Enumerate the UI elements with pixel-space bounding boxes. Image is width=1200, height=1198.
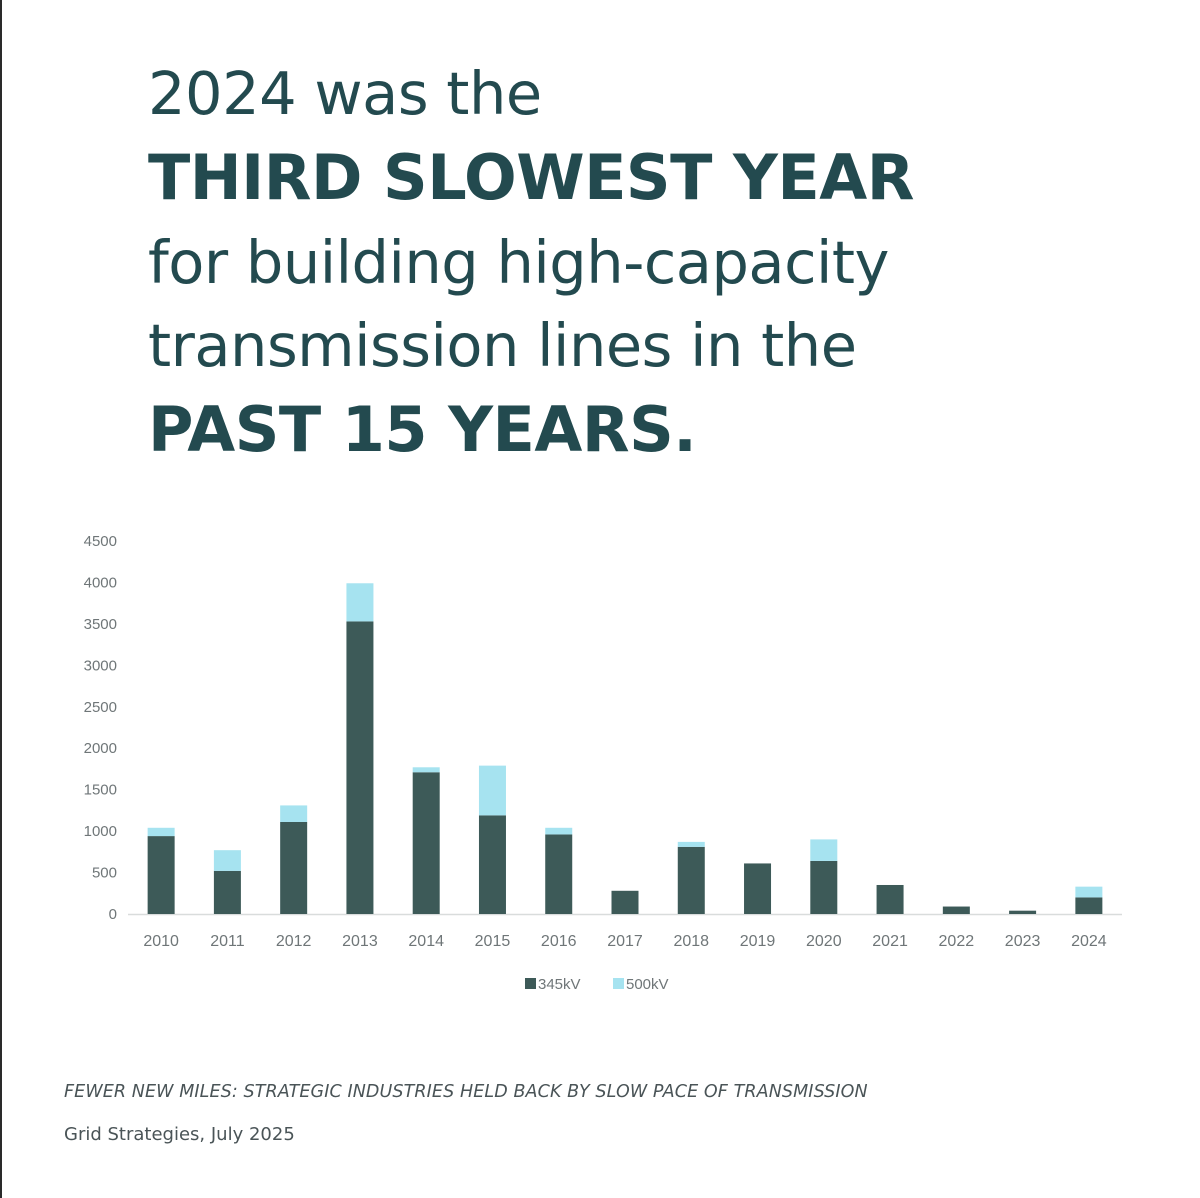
y-tick-label: 2000 bbox=[84, 740, 117, 757]
headline-line-5: PAST 15 YEARS. bbox=[148, 393, 697, 466]
bar-345kV-2019 bbox=[744, 863, 772, 914]
x-tick-label: 2013 bbox=[342, 933, 378, 950]
bar-500kV-2024 bbox=[1075, 886, 1103, 898]
headline-line-2: THIRD SLOWEST YEAR bbox=[148, 141, 914, 214]
x-tick-label: 2018 bbox=[673, 933, 709, 950]
bar-500kV-2012 bbox=[280, 805, 308, 822]
y-tick-label: 4500 bbox=[84, 533, 117, 550]
y-tick-label: 3500 bbox=[84, 616, 117, 633]
report-title: FEWER NEW MILES: STRATEGIC INDUSTRIES HE… bbox=[64, 1082, 868, 1102]
left-border-line bbox=[0, 0, 2, 1198]
bar-500kV-2020 bbox=[810, 839, 838, 861]
legend-swatch-500kV bbox=[613, 978, 624, 989]
y-tick-label: 3000 bbox=[84, 657, 117, 674]
footnote: FEWER NEW MILES: STRATEGIC INDUSTRIES HE… bbox=[64, 1082, 868, 1145]
bar-345kV-2024 bbox=[1075, 897, 1103, 914]
bar-345kV-2018 bbox=[677, 846, 705, 914]
chart-svg: 0 500 1000 1500 2000 2500 3000 3500 4000 4500 2010… bbox=[84, 533, 1122, 993]
headline-line-4: transmission lines in the bbox=[148, 311, 857, 380]
bar-345kV-2010 bbox=[147, 836, 175, 914]
x-tick-label: 2016 bbox=[541, 933, 577, 950]
legend-swatch-345kV bbox=[525, 978, 536, 989]
bar-500kV-2011 bbox=[213, 850, 241, 871]
headline-line-3: for building high-capacity bbox=[148, 228, 889, 297]
x-tick-label: 2017 bbox=[607, 933, 643, 950]
bar-345kV-2012 bbox=[280, 821, 308, 914]
y-tick-label: 500 bbox=[92, 865, 117, 882]
bar-345kV-2021 bbox=[876, 884, 904, 914]
x-tick-label: 2020 bbox=[806, 933, 842, 950]
source-credit: Grid Strategies, July 2025 bbox=[64, 1124, 295, 1145]
y-tick-label: 1500 bbox=[84, 782, 117, 799]
bar-345kV-2013 bbox=[346, 621, 374, 914]
headline: 2024 was the THIRD SLOWEST YEAR for buil… bbox=[148, 52, 1148, 473]
legend-label-345kV: 345kV bbox=[538, 976, 581, 993]
bar-500kV-2016 bbox=[545, 827, 573, 835]
bar-500kV-2015 bbox=[478, 765, 506, 816]
x-tick-label: 2023 bbox=[1005, 933, 1041, 950]
bar-500kV-2014 bbox=[412, 767, 440, 773]
headline-line-1: 2024 was the bbox=[148, 59, 542, 128]
bar-500kV-2013 bbox=[346, 583, 374, 622]
bar-345kV-2016 bbox=[545, 834, 573, 914]
x-tick-label: 2011 bbox=[210, 933, 245, 950]
bar-500kV-2018 bbox=[677, 841, 705, 847]
bar-345kV-2014 bbox=[412, 772, 440, 914]
bar-500kV-2010 bbox=[147, 827, 175, 837]
x-tick-label: 2010 bbox=[143, 933, 179, 950]
x-tick-label: 2024 bbox=[1071, 933, 1107, 950]
y-tick-label: 1000 bbox=[84, 823, 117, 840]
stacked-bar-chart: 0 500 1000 1500 2000 2500 3000 3500 4000 4500 2010… bbox=[0, 520, 1200, 1020]
y-tick-label: 2500 bbox=[84, 699, 117, 716]
legend-label-500kV: 500kV bbox=[626, 976, 669, 993]
bar-345kV-2022 bbox=[942, 906, 970, 914]
x-tick-label: 2019 bbox=[740, 933, 776, 950]
x-tick-label: 2015 bbox=[475, 933, 511, 950]
bar-345kV-2020 bbox=[810, 860, 838, 914]
x-tick-label: 2014 bbox=[408, 933, 444, 950]
x-tick-label: 2021 bbox=[872, 933, 908, 950]
bar-345kV-2015 bbox=[478, 815, 506, 914]
bar-345kV-2011 bbox=[213, 870, 241, 914]
y-tick-label: 4000 bbox=[84, 574, 117, 591]
x-tick-label: 2012 bbox=[276, 933, 312, 950]
x-tick-label: 2022 bbox=[939, 933, 975, 950]
bar-345kV-2017 bbox=[611, 890, 639, 914]
bar-345kV-2023 bbox=[1009, 910, 1037, 914]
y-tick-label: 0 bbox=[109, 906, 117, 923]
